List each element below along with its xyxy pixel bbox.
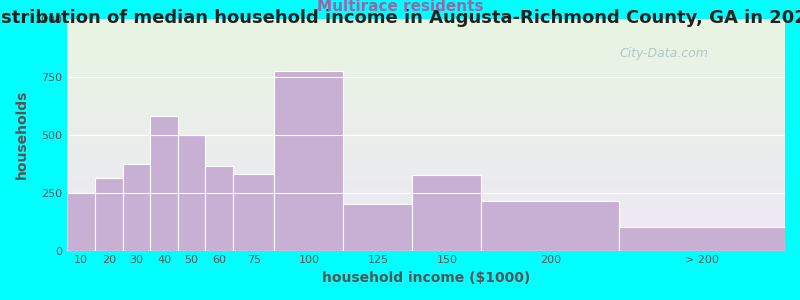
- Bar: [619, 227, 785, 250]
- Bar: [150, 116, 178, 250]
- Bar: [122, 164, 150, 250]
- Bar: [67, 193, 95, 250]
- Bar: [95, 178, 122, 250]
- Text: City-Data.com: City-Data.com: [620, 47, 709, 60]
- Bar: [482, 201, 619, 250]
- Text: Multirace residents: Multirace residents: [317, 0, 483, 14]
- Bar: [274, 71, 343, 250]
- Bar: [206, 166, 233, 250]
- Bar: [178, 135, 206, 250]
- Bar: [233, 174, 274, 250]
- Bar: [413, 175, 482, 250]
- Text: Distribution of median household income in Augusta-Richmond County, GA in 2022: Distribution of median household income …: [0, 9, 800, 27]
- X-axis label: household income ($1000): household income ($1000): [322, 271, 530, 285]
- Bar: [343, 204, 413, 250]
- Y-axis label: households: households: [15, 90, 29, 179]
